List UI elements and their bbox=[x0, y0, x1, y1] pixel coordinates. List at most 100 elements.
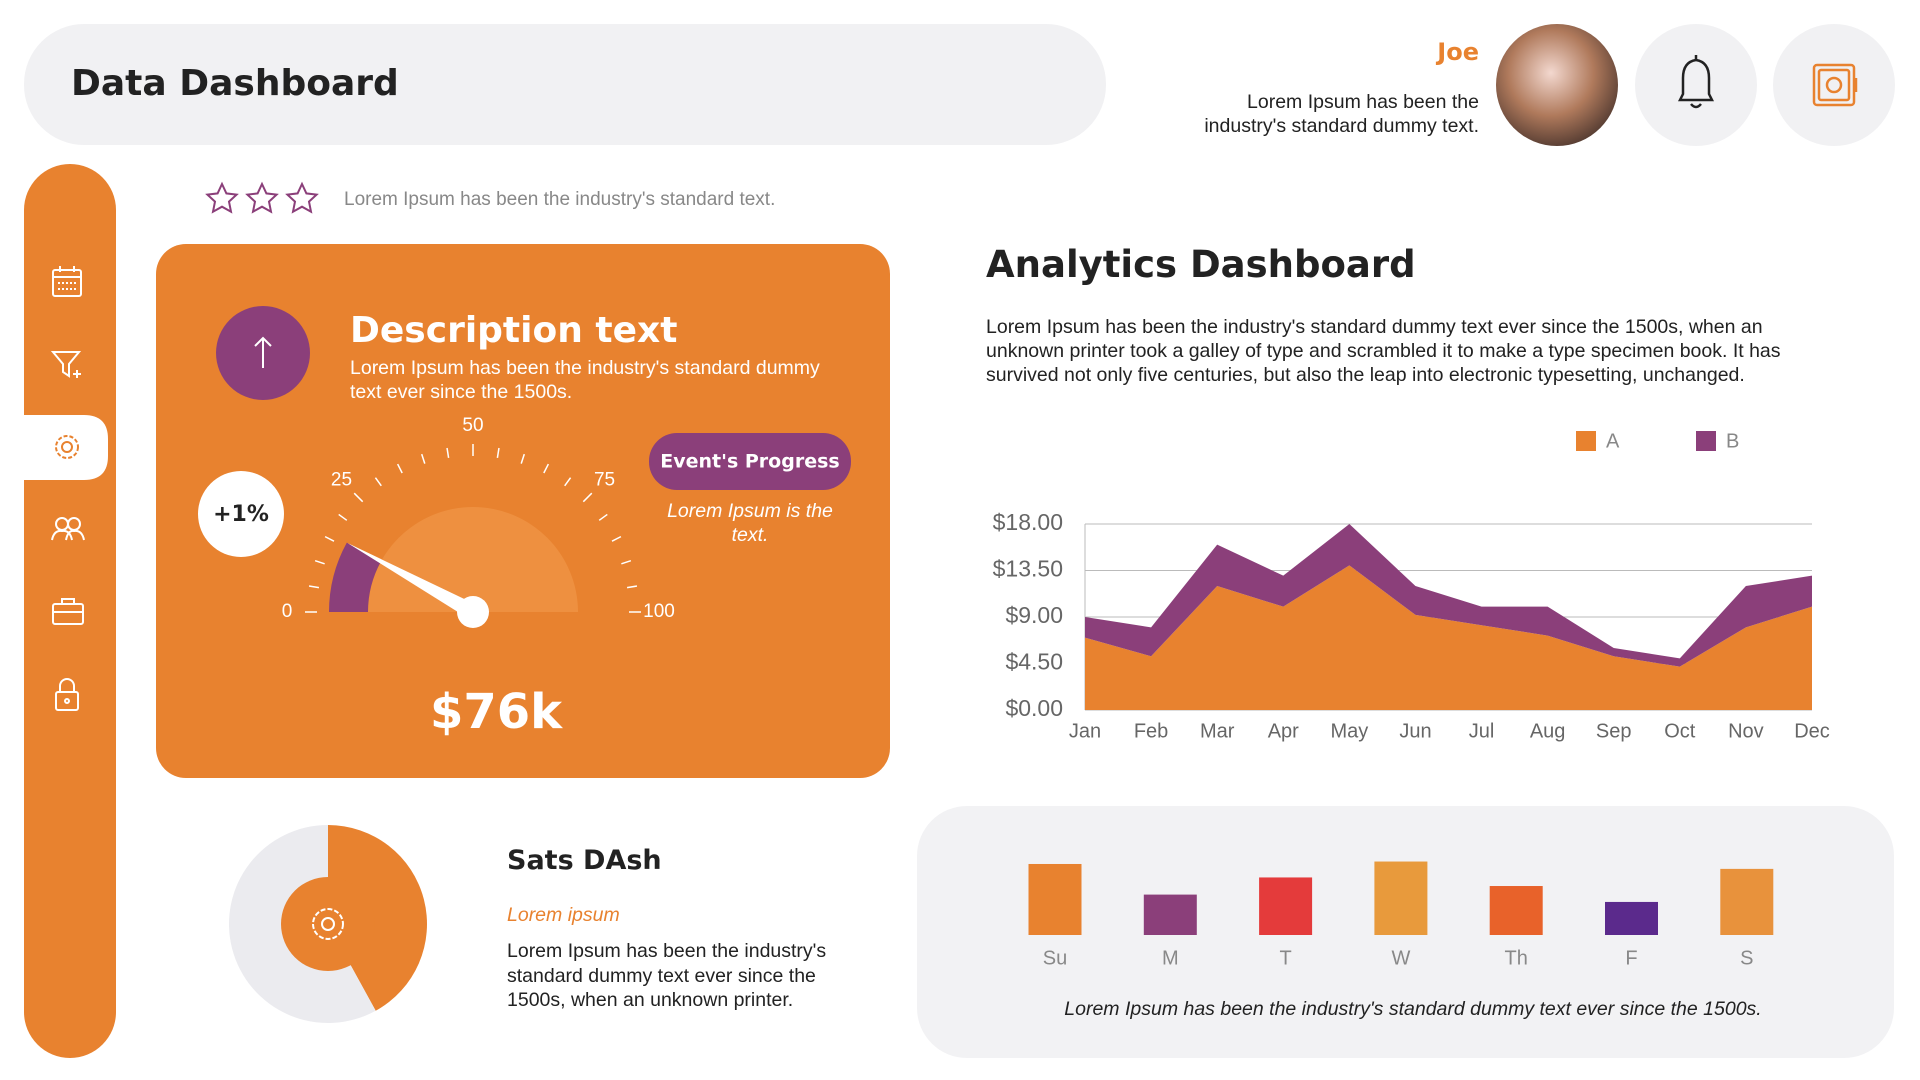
header-bar bbox=[24, 24, 1106, 145]
gauge-minor-tick bbox=[324, 535, 335, 542]
card-text: Lorem Ipsum has been the industry's stan… bbox=[350, 357, 820, 403]
stats-title: Sats DAsh bbox=[507, 845, 662, 876]
y-tick-label: $9.00 bbox=[1005, 602, 1063, 628]
briefcase-icon[interactable] bbox=[52, 598, 84, 625]
y-tick-label: $0.00 bbox=[1005, 695, 1063, 721]
gauge-minor-tick bbox=[543, 463, 550, 474]
gauge-minor-tick bbox=[564, 477, 572, 487]
bell-icon bbox=[1677, 55, 1715, 109]
gauge-hub bbox=[457, 596, 489, 628]
gauge-minor-tick bbox=[338, 513, 348, 521]
area-series bbox=[1085, 565, 1812, 710]
x-tick-label: Mar bbox=[1200, 720, 1235, 742]
rating-stars[interactable] bbox=[205, 181, 319, 214]
analytics-text: Lorem Ipsum has been the industry's stan… bbox=[986, 316, 1781, 386]
gauge-needle bbox=[347, 543, 477, 620]
stats-subtitle: Lorem ipsum bbox=[507, 904, 620, 926]
gauge-tick-label: 0 bbox=[282, 601, 293, 622]
x-tick-label: Jun bbox=[1399, 720, 1431, 742]
gauge-minor-tick bbox=[621, 559, 632, 565]
bar bbox=[1489, 886, 1543, 935]
filter-icon[interactable] bbox=[50, 351, 82, 378]
sidebar-icons bbox=[50, 266, 85, 711]
legend-swatch bbox=[1576, 431, 1596, 451]
bar bbox=[1028, 863, 1082, 935]
y-tick-label: $18.00 bbox=[993, 509, 1063, 535]
gauge-minor-tick bbox=[308, 585, 320, 589]
notification-button[interactable] bbox=[1635, 24, 1757, 146]
page-title: Data Dashboard bbox=[71, 63, 399, 104]
gauge-minor-tick bbox=[626, 585, 638, 589]
change-badge bbox=[198, 471, 284, 557]
pie-slice bbox=[328, 825, 427, 1011]
x-tick-label: Th bbox=[1505, 947, 1528, 969]
gauge-tick-label: 50 bbox=[462, 415, 483, 436]
gear-icon bbox=[55, 435, 79, 459]
user-text: Lorem Ipsum has been the industry's stan… bbox=[1204, 91, 1479, 137]
change-label: +1% bbox=[213, 502, 269, 527]
gauge-tick bbox=[353, 492, 364, 503]
x-tick-label: Jan bbox=[1069, 720, 1101, 742]
gauge-minor-tick bbox=[374, 477, 382, 487]
gauge-tick-label: 100 bbox=[643, 601, 675, 622]
safe-icon bbox=[1812, 63, 1858, 107]
event-note: Lorem Ipsum is the text. bbox=[667, 500, 833, 546]
x-tick-label: M bbox=[1162, 947, 1179, 969]
bar bbox=[1259, 877, 1313, 935]
legend-label: B bbox=[1726, 430, 1739, 452]
x-tick-label: F bbox=[1625, 947, 1637, 969]
description-card bbox=[156, 244, 890, 778]
event-progress-button[interactable] bbox=[649, 433, 851, 490]
x-tick-label: Aug bbox=[1530, 720, 1566, 742]
pie-center-icon-hub bbox=[321, 917, 335, 931]
gauge-tick bbox=[582, 492, 593, 503]
pie-center bbox=[281, 877, 375, 971]
legend-swatch bbox=[1696, 431, 1716, 451]
x-tick-label: Apr bbox=[1268, 720, 1299, 742]
gauge-minor-tick bbox=[420, 453, 426, 464]
groups-icon[interactable] bbox=[51, 517, 85, 541]
gauge-minor-tick bbox=[396, 463, 403, 474]
x-tick-label: W bbox=[1391, 947, 1410, 969]
x-tick-label: Dec bbox=[1794, 720, 1830, 742]
bar bbox=[1143, 894, 1197, 935]
x-tick-label: S bbox=[1740, 947, 1753, 969]
user-avatar[interactable] bbox=[1496, 24, 1618, 146]
event-progress-label: Event's Progress bbox=[660, 451, 839, 473]
gauge-minor-tick bbox=[611, 535, 622, 542]
bar bbox=[1720, 868, 1774, 935]
gauge-minor-tick bbox=[520, 453, 526, 464]
rating-text: Lorem Ipsum has been the industry's stan… bbox=[344, 189, 776, 210]
gauge-minor-tick bbox=[446, 447, 450, 459]
gauge-fill bbox=[329, 542, 381, 612]
stats-text: Lorem Ipsum has been the industry's stan… bbox=[507, 940, 827, 1011]
pie-center-icon bbox=[312, 908, 344, 940]
gauge-minor-tick bbox=[598, 513, 608, 521]
x-tick-label: Jul bbox=[1469, 720, 1495, 742]
lock-icon[interactable] bbox=[55, 678, 79, 711]
gauge-minor-tick bbox=[496, 447, 500, 459]
amount: $76k bbox=[429, 684, 563, 740]
x-tick-label: Sep bbox=[1596, 720, 1632, 742]
y-tick-label: $13.50 bbox=[993, 556, 1063, 582]
x-tick-label: Oct bbox=[1664, 720, 1696, 742]
y-tick-label: $4.50 bbox=[1005, 649, 1063, 675]
card-title: Description text bbox=[350, 310, 678, 351]
bar bbox=[1605, 901, 1658, 935]
calendar-icon[interactable] bbox=[52, 266, 82, 297]
x-tick-label: May bbox=[1330, 720, 1368, 742]
plots: $0.00 $4.50 $9.00 $13.50 $18.00 Jan Feb Mar Apr M… bbox=[228, 415, 1830, 1024]
x-tick-label: Nov bbox=[1728, 720, 1764, 742]
sidebar-selected-tab[interactable] bbox=[24, 415, 108, 480]
legend-label: A bbox=[1606, 430, 1620, 452]
bar-caption: Lorem Ipsum has been the industry's stan… bbox=[1064, 998, 1761, 1020]
gauge-tick-label: 25 bbox=[331, 469, 352, 490]
x-tick-label: Feb bbox=[1134, 720, 1168, 742]
x-tick-label: Su bbox=[1043, 947, 1067, 969]
x-tick-label: T bbox=[1279, 947, 1291, 969]
gauge-tick-label: 75 bbox=[594, 469, 615, 490]
user-name: Joe bbox=[1437, 38, 1479, 66]
safe-button[interactable] bbox=[1773, 24, 1895, 146]
